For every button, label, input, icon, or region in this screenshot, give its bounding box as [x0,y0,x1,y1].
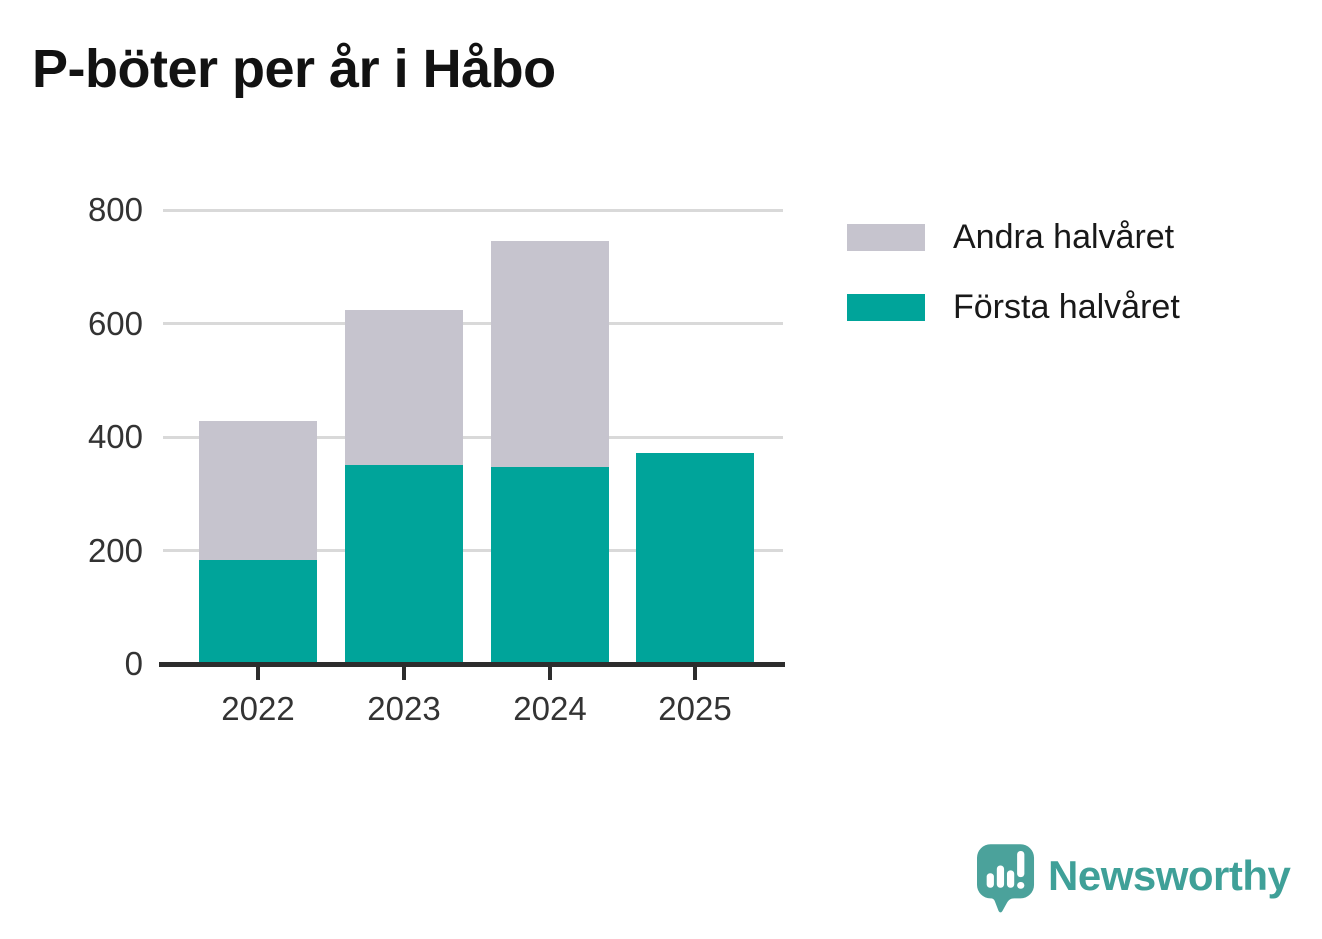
x-axis-tick-label: 2023 [367,690,441,727]
legend-label: Första halvåret [953,288,1180,326]
gridline-y-600 [163,322,783,325]
newsworthy-wordmark: Newsworthy [1048,852,1291,899]
bar-segment-2024 [491,467,609,664]
newsworthy-logo-icon [977,844,1035,913]
legend-item: Andra halvåret [847,218,1180,257]
chart-title: P-böter per år i Håbo [32,39,556,99]
bar-segment-2023 [345,464,463,664]
bar-segment-2023 [345,310,463,465]
legend-swatch [847,294,925,321]
legend-label: Andra halvåret [953,218,1175,256]
gridline-y-200 [163,549,783,552]
y-axis-tick-label: 400 [87,418,143,455]
gridline-y-400 [163,435,783,439]
legend-swatch [847,224,925,251]
y-axis-tick-label: 800 [87,191,143,228]
x-axis-tick [256,667,260,680]
x-axis-tick-label: 2024 [513,690,587,727]
y-axis-tick-label: 0 [124,645,143,682]
bar-segment-2025 [636,452,754,664]
x-axis-line [159,662,785,667]
bar-segment-2022 [199,559,317,664]
bar-segment-2024 [491,241,609,468]
x-axis-tick [693,667,697,680]
legend: Andra halvåret Första halvåret [847,218,1180,327]
y-axis-tick-label: 200 [87,531,143,569]
y-axis-tick-label: 600 [87,304,143,342]
bar-segment-2022 [199,420,317,560]
x-axis-tick [402,667,406,680]
gridline-y-800 [163,208,783,212]
legend-item: Första halvåret [847,288,1180,327]
x-axis-tick-label: 2025 [658,690,732,727]
x-axis-tick [548,667,552,680]
x-axis-tick-label: 2022 [221,690,295,727]
newsworthy-branding: Newsworthy [977,841,1291,921]
